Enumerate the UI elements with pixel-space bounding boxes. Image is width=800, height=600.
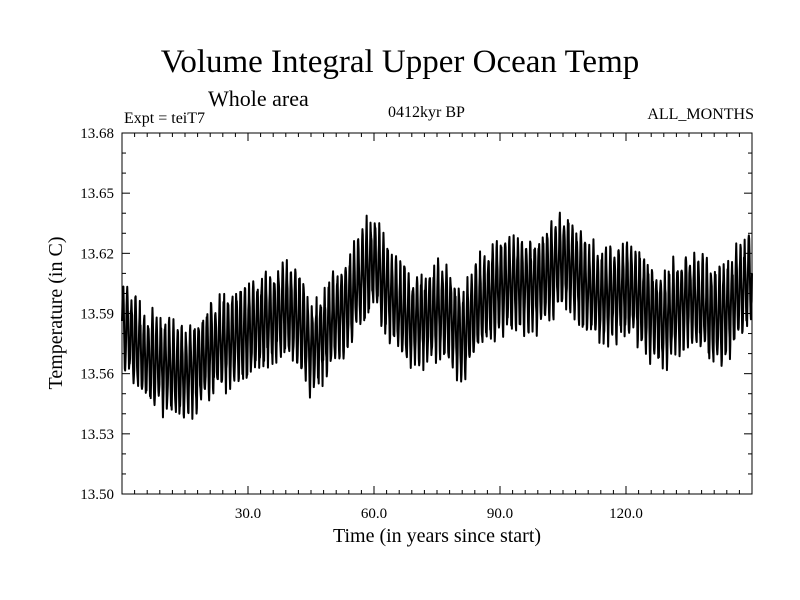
labels-group: Time (in years since start) Temperature … xyxy=(45,237,541,547)
series-group xyxy=(121,211,753,420)
y-tick-label: 13.50 xyxy=(80,487,114,503)
x-axis-title: Time (in years since start) xyxy=(333,525,541,547)
x-tick-label: 90.0 xyxy=(487,506,513,522)
chart-title: Volume Integral Upper Ocean Temp xyxy=(160,44,640,80)
x-tick-label: 120.0 xyxy=(609,506,643,522)
y-tick-label: 13.53 xyxy=(80,427,114,443)
temperature-series-line xyxy=(121,211,753,420)
experiment-label: Expt = teiT7 xyxy=(124,110,206,127)
y-axis-title: Temperature (in C) xyxy=(45,237,67,390)
y-tick-label: 13.56 xyxy=(80,367,114,383)
period-label: 0412kyr BP xyxy=(388,104,465,121)
y-tick-label: 13.59 xyxy=(80,307,114,323)
y-tick-label: 13.68 xyxy=(80,126,114,142)
y-tick-label: 13.62 xyxy=(80,246,114,262)
months-label: ALL_MONTHS xyxy=(647,106,754,123)
x-tick-label: 30.0 xyxy=(235,506,261,522)
x-tick-label: 60.0 xyxy=(361,506,387,522)
chart-subtitle: Whole area xyxy=(208,86,309,111)
y-tick-label: 13.65 xyxy=(80,186,114,202)
